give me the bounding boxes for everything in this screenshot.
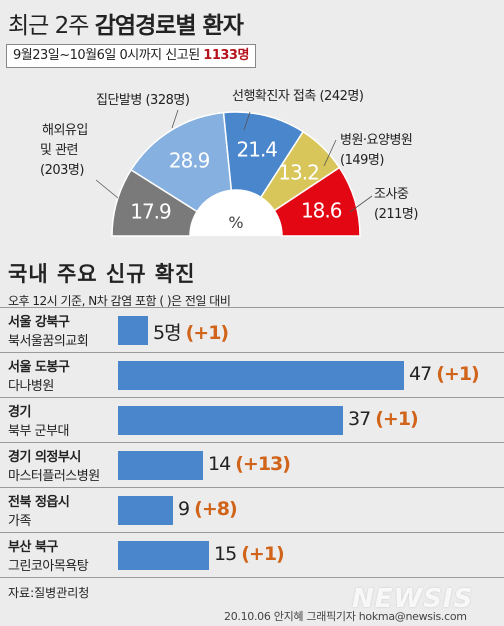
period-box: 9월23일~10월6일 0시까지 신고된 1133명 xyxy=(6,44,256,68)
donut-leader-line-3 xyxy=(323,139,337,167)
bar-chart-title: 국내 주요 신규 확진 xyxy=(8,262,196,286)
bar-region-label: 경기 의정부시 xyxy=(8,450,81,465)
donut-hole xyxy=(190,190,282,236)
title-light: 최근 2주 xyxy=(8,13,89,39)
bar-change: (+1) xyxy=(375,408,419,430)
donut-label-1: 집단발병 (328명) xyxy=(96,93,189,108)
page-title: 최근 2주 감염경로별 환자 xyxy=(8,6,244,40)
bar-value-label: 47 (+1) xyxy=(409,363,480,385)
bar xyxy=(118,406,343,435)
donut-count-3: (149명) xyxy=(340,153,384,168)
bar-value-label: 15 (+1) xyxy=(214,543,285,565)
bar-cluster-label: 그린코아목욕탕 xyxy=(8,559,89,574)
period-prefix: 9월23일~10월6일 0시까지 신고된 xyxy=(13,48,200,63)
bar-value: 15 xyxy=(214,543,242,565)
bar xyxy=(118,316,148,345)
bar-region-label: 부산 북구 xyxy=(8,540,58,555)
donut-slice-4 xyxy=(273,166,361,237)
bar-region-label: 경기 xyxy=(8,405,31,420)
bar-region-label: 서울 도봉구 xyxy=(8,360,70,375)
bar xyxy=(118,451,203,480)
donut-leader-line-0 xyxy=(95,179,119,199)
donut-slice-value-0: 17.9 xyxy=(130,199,171,223)
credit-text: 20.10.06 안지혜 그래픽기자 hokma@newsis.com xyxy=(224,610,467,623)
donut-slice-1 xyxy=(130,111,233,213)
source-text: 자료:질병관리청 xyxy=(8,586,90,600)
period-total: 1133명 xyxy=(203,48,249,63)
bar-region-label: 전북 정읍시 xyxy=(8,495,70,510)
donut-leader-line-1 xyxy=(171,109,179,129)
donut-center-label: % xyxy=(228,213,243,232)
bar-value: 9 xyxy=(178,498,195,520)
bar-value: 14 xyxy=(208,453,236,475)
donut-count-0: (203명) xyxy=(40,163,84,178)
bar-cluster-label: 북부 군부대 xyxy=(8,424,69,439)
donut-count-4: (211명) xyxy=(374,207,418,222)
donut-label-0b: 및 관련 xyxy=(40,143,78,158)
donut-slice-value-1: 28.9 xyxy=(169,148,210,172)
bar-value-label: 14 (+13) xyxy=(208,453,291,475)
bar xyxy=(118,496,173,525)
title-bold: 감염경로별 환자 xyxy=(94,13,244,39)
bar-chart-note: 오후 12시 기준, N차 감염 포함 ( )은 전일 대비 xyxy=(8,294,231,308)
bar-cluster-label: 가족 xyxy=(8,514,31,529)
bar-value-label: 9 (+8) xyxy=(178,498,238,520)
bar xyxy=(118,361,404,390)
donut-label-3: 병원·요양병원 xyxy=(340,133,412,148)
donut-slice-value-3: 13.2 xyxy=(278,161,319,185)
bar-change: (+1) xyxy=(185,322,230,344)
bar-cluster-label: 마스터플러스병원 xyxy=(8,469,100,484)
bar-value: 47 xyxy=(409,363,437,385)
bar-value: 5명 xyxy=(153,322,186,344)
donut-slice-value-4: 18.6 xyxy=(301,198,342,222)
bar-cluster-label: 다나병원 xyxy=(8,379,54,394)
donut-label-0: 해외유입 xyxy=(42,123,88,138)
bar-value-label: 5명 (+1) xyxy=(153,318,230,345)
bar-change: (+13) xyxy=(235,453,291,475)
bar-chart-bottom-rule xyxy=(0,577,504,578)
donut-leader-line-2 xyxy=(243,111,251,131)
donut-label-4: 조사중 xyxy=(374,187,409,202)
bar-cluster-label: 북서울꿈의교회 xyxy=(8,334,89,349)
bar-change: (+1) xyxy=(436,363,480,385)
donut-label-2: 선행확진자 접촉 (242명) xyxy=(232,88,363,104)
donut-slice-value-2: 21.4 xyxy=(237,137,278,161)
bar xyxy=(118,541,209,570)
bar-region-label: 서울 강북구 xyxy=(8,315,70,330)
donut-leader-line-4 xyxy=(349,195,373,213)
bar-value: 37 xyxy=(348,408,376,430)
bar-change: (+8) xyxy=(194,498,238,520)
bar-change: (+1) xyxy=(241,543,285,565)
newsis-watermark-logo: NEWSIS xyxy=(352,584,474,614)
bar-value-label: 37 (+1) xyxy=(348,408,419,430)
